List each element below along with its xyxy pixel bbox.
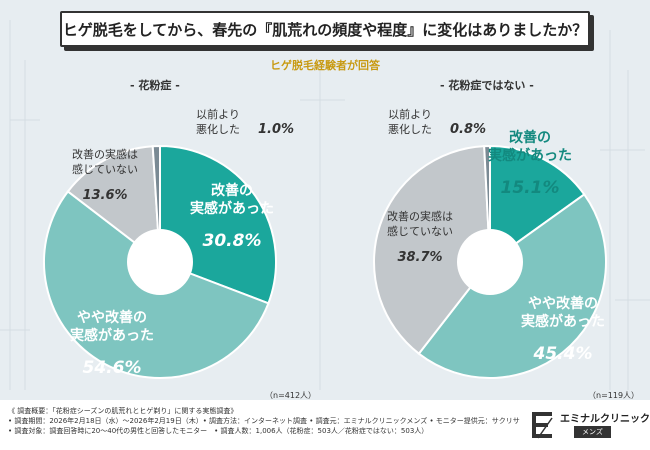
sample-size-hay-fever: （n=412人）	[265, 391, 317, 400]
pie1-slice-3	[66, 145, 162, 265]
clinic-logo: エミナルクリニック メンズ	[530, 408, 650, 442]
pie1-slice-2-value: 54.6%	[83, 358, 142, 378]
pie2-slice-3-label-line2: 感じていない	[387, 225, 453, 238]
pie-charts: 改善の実感があった30.8%やや改善の実感があった54.6%改善の実感は感じてい…	[43, 107, 607, 379]
pie1-slice-1-label-line2: 実感があった	[190, 200, 274, 217]
pie2-slice-3-value: 38.7%	[397, 250, 442, 265]
pie1-slice-2-label-line1: やや改善の	[77, 309, 147, 326]
survey-notes: 《 調査概要：「花粉症シーズンの肌荒れとヒゲ剃り」に関する実態調査》 • 調査期…	[8, 406, 520, 436]
pie1-slice-3-label-line2: 感じていない	[72, 163, 138, 176]
survey-target-count: • 調査対象：調査回答時に20〜40代の男性と回答したモニター • 調査人数：1…	[8, 427, 429, 435]
pie2-slice-1-value: 15.1%	[501, 178, 560, 198]
chart-title: ヒゲ脱毛をしてから、春先の『肌荒れの頻度や程度』に変化はありましたか？	[60, 11, 590, 47]
pie2-slice-1-label-line2: 実感があった	[488, 147, 572, 164]
pie2-slice-3	[373, 145, 492, 356]
group-label-hay-fever: - 花粉症 -	[130, 79, 180, 92]
group-label-no-hay-fever: - 花粉症ではない -	[440, 79, 534, 92]
pie2-slice-4-label-line2: 悪化した	[388, 122, 432, 136]
survey-overview: 《 調査概要：「花粉症シーズンの肌荒れとヒゲ剃り」に関する実態調査》	[8, 407, 238, 415]
pie1-center-hole	[127, 229, 193, 295]
pie1-slice-3-label-line1: 改善の実感は	[72, 147, 138, 161]
pie2-slice-4-label-line1: 以前より	[388, 107, 432, 121]
pie1-slice-3-value: 13.6%	[82, 188, 127, 203]
survey-footer: 《 調査概要：「花粉症シーズンの肌荒れとヒゲ剃り」に関する実態調査》 • 調査期…	[0, 400, 650, 450]
pie2-slice-2-label-line2: 実感があった	[521, 313, 605, 330]
pie2-center-hole	[457, 229, 523, 295]
background-lines	[0, 20, 650, 390]
chart-subtitle: ヒゲ脱毛経験者が回答	[270, 59, 380, 72]
clinic-logo-tag: メンズ	[574, 426, 611, 438]
pie2-slice-1	[489, 144, 586, 264]
clinic-logo-icon	[532, 412, 553, 439]
pie2-slice-3-label-line1: 改善の実感は	[387, 209, 453, 223]
pie1-slice-1-label-line1: 改善の	[211, 182, 253, 199]
survey-period-method: • 調査期間：2026年2月18日（水）〜2026年2月19日（木）• 調査方法…	[8, 417, 520, 425]
pie1-slice-4-label-line2: 悪化した	[196, 122, 240, 136]
pie2-slice-1-label-line1: 改善の	[509, 129, 551, 146]
pie2-slice-2-label-line1: やや改善の	[528, 295, 598, 312]
pie1-slice-2-label-line2: 実感があった	[70, 327, 154, 344]
pie1-slice-4-label-line1: 以前より	[196, 107, 240, 121]
pie2-slice-2-value: 45.4%	[533, 344, 593, 364]
sample-size-no-hay-fever: （n=119人）	[588, 391, 640, 400]
pie1-slice-1-value: 30.8%	[203, 231, 262, 251]
pie1-slice-4-value: 1.0%	[258, 122, 294, 137]
pie2-slice-4-value: 0.8%	[450, 122, 486, 137]
clinic-logo-name: エミナルクリニック	[560, 414, 650, 425]
